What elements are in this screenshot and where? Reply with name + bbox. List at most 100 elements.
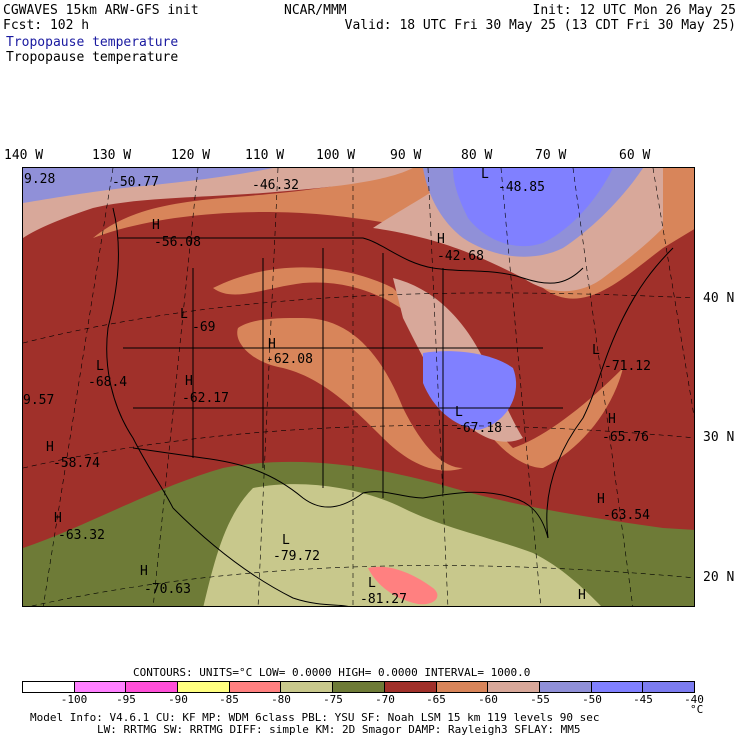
legend-label: -90 [168, 693, 188, 706]
extremum-marker: H [608, 412, 616, 427]
extremum-value: -65.76 [602, 430, 649, 445]
band-minus80 [368, 566, 438, 605]
legend-label: -80 [271, 693, 291, 706]
us-coastline-west [106, 207, 174, 509]
lon-label: 130 W [92, 148, 132, 163]
meridian [152, 168, 199, 606]
legend-label: -65 [426, 693, 446, 706]
extremum-marker: H [152, 218, 160, 233]
legend-swatch [229, 682, 282, 692]
extremum-marker: L [592, 343, 600, 358]
legend-swatch [488, 682, 540, 692]
us-mexico-border [132, 447, 424, 508]
meridian [652, 168, 694, 418]
extremum-marker: H [140, 564, 148, 579]
legend-swatch [539, 682, 592, 692]
meridian [257, 168, 279, 606]
extremum-value: -50.77 [112, 175, 159, 190]
lon-label: 140 W [4, 148, 44, 163]
lon-label: 80 W [461, 148, 493, 163]
legend-label: -100 [60, 693, 88, 706]
header-model-title: CGWAVES 15km ARW-GFS init [3, 3, 199, 18]
legend-label: -55 [530, 693, 550, 706]
extremum-marker: H [597, 492, 605, 507]
extremum-marker: H [268, 337, 276, 352]
parallel [23, 425, 694, 469]
meridian [500, 168, 542, 606]
legend-swatch [333, 682, 385, 692]
extremum-value: 9.57 [23, 393, 55, 408]
extremum-value: -62.08 [266, 352, 313, 367]
extremum-marker: H [578, 588, 586, 603]
header-center: NCAR/MMM [284, 3, 347, 18]
extremum-marker: L [481, 167, 489, 182]
header-init-time: Init: 12 UTC Mon 26 May 25 [532, 3, 737, 18]
legend-swatch [178, 682, 230, 692]
band-minus60 [237, 318, 463, 471]
extremum-marker: H [185, 374, 193, 389]
legend-swatch [23, 682, 75, 692]
tropopause-temperature-map [22, 167, 695, 607]
lat-label: 20 N [703, 570, 735, 585]
legend-label: -40 [684, 693, 704, 706]
lon-label: 100 W [316, 148, 356, 163]
lon-label: 60 W [619, 148, 651, 163]
extremum-value: -71.12 [604, 359, 651, 374]
extremum-marker: H [46, 440, 54, 455]
extremum-value: -58.74 [53, 456, 100, 471]
lon-label: 120 W [171, 148, 211, 163]
extremum-marker: L [282, 533, 290, 548]
extremum-value: -46.32 [252, 178, 299, 193]
extremum-marker: H [54, 511, 62, 526]
legend-swatch [591, 682, 644, 692]
meridian [572, 168, 634, 606]
meridian [43, 168, 114, 606]
lon-label: 90 W [390, 148, 422, 163]
model-info-line2: LW: RRTMG SW: RRTMG DIFF: simple KM: 2D … [97, 723, 581, 736]
meridian [427, 168, 449, 606]
parallel [30, 565, 694, 606]
extremum-value: -67.18 [455, 421, 502, 436]
extremum-value: -68.4 [88, 375, 128, 390]
lat-label: 40 N [703, 291, 735, 306]
field-title-shaded: Tropopause temperature [6, 35, 179, 50]
lat-label: 30 N [703, 430, 735, 445]
extremum-value: -42.68 [437, 249, 484, 264]
legend-swatch [74, 682, 127, 692]
extremum-marker: H [437, 232, 445, 247]
extremum-value: -56.08 [154, 235, 201, 250]
band-minus75 [203, 484, 601, 606]
mexico-coast [172, 507, 349, 606]
lon-label: 70 W [535, 148, 567, 163]
extremum-value: -48.85 [498, 180, 545, 195]
contours-info: CONTOURS: UNITS=°C LOW= 0.0000 HIGH= 0.0… [133, 666, 531, 679]
legend-swatch [384, 682, 437, 692]
band-minus45 [453, 168, 613, 247]
legend-label: -70 [375, 693, 395, 706]
band-minus45 [423, 351, 517, 430]
header-forecast-hour: Fcst: 102 h [3, 18, 90, 33]
extremum-value: -70.63 [144, 582, 191, 597]
lon-label: 110 W [245, 148, 285, 163]
color-legend [22, 681, 695, 693]
extremum-value: -62.17 [182, 391, 229, 406]
extremum-marker: L [455, 405, 463, 420]
extremum-value: -69 [192, 320, 216, 335]
band-minus50 [23, 168, 273, 203]
model-info-line1: Model Info: V4.6.1 CU: KF MP: WDM 6class… [30, 711, 600, 724]
legend-swatch [281, 682, 334, 692]
gulf-coast [422, 491, 549, 539]
legend-label: -95 [116, 693, 136, 706]
extremum-marker: L [180, 307, 188, 322]
legend-label: -85 [219, 693, 239, 706]
legend-label: -60 [478, 693, 498, 706]
legend-unit: °C [690, 703, 704, 716]
us-coastline-east [546, 247, 674, 539]
legend-label: -75 [323, 693, 343, 706]
legend-swatch [126, 682, 179, 692]
extremum-value: -81.27 [360, 592, 407, 607]
extremum-value: 9.28 [24, 172, 56, 187]
legend-label: -50 [582, 693, 602, 706]
legend-swatch [643, 682, 694, 692]
extremum-value: -63.54 [603, 508, 650, 523]
